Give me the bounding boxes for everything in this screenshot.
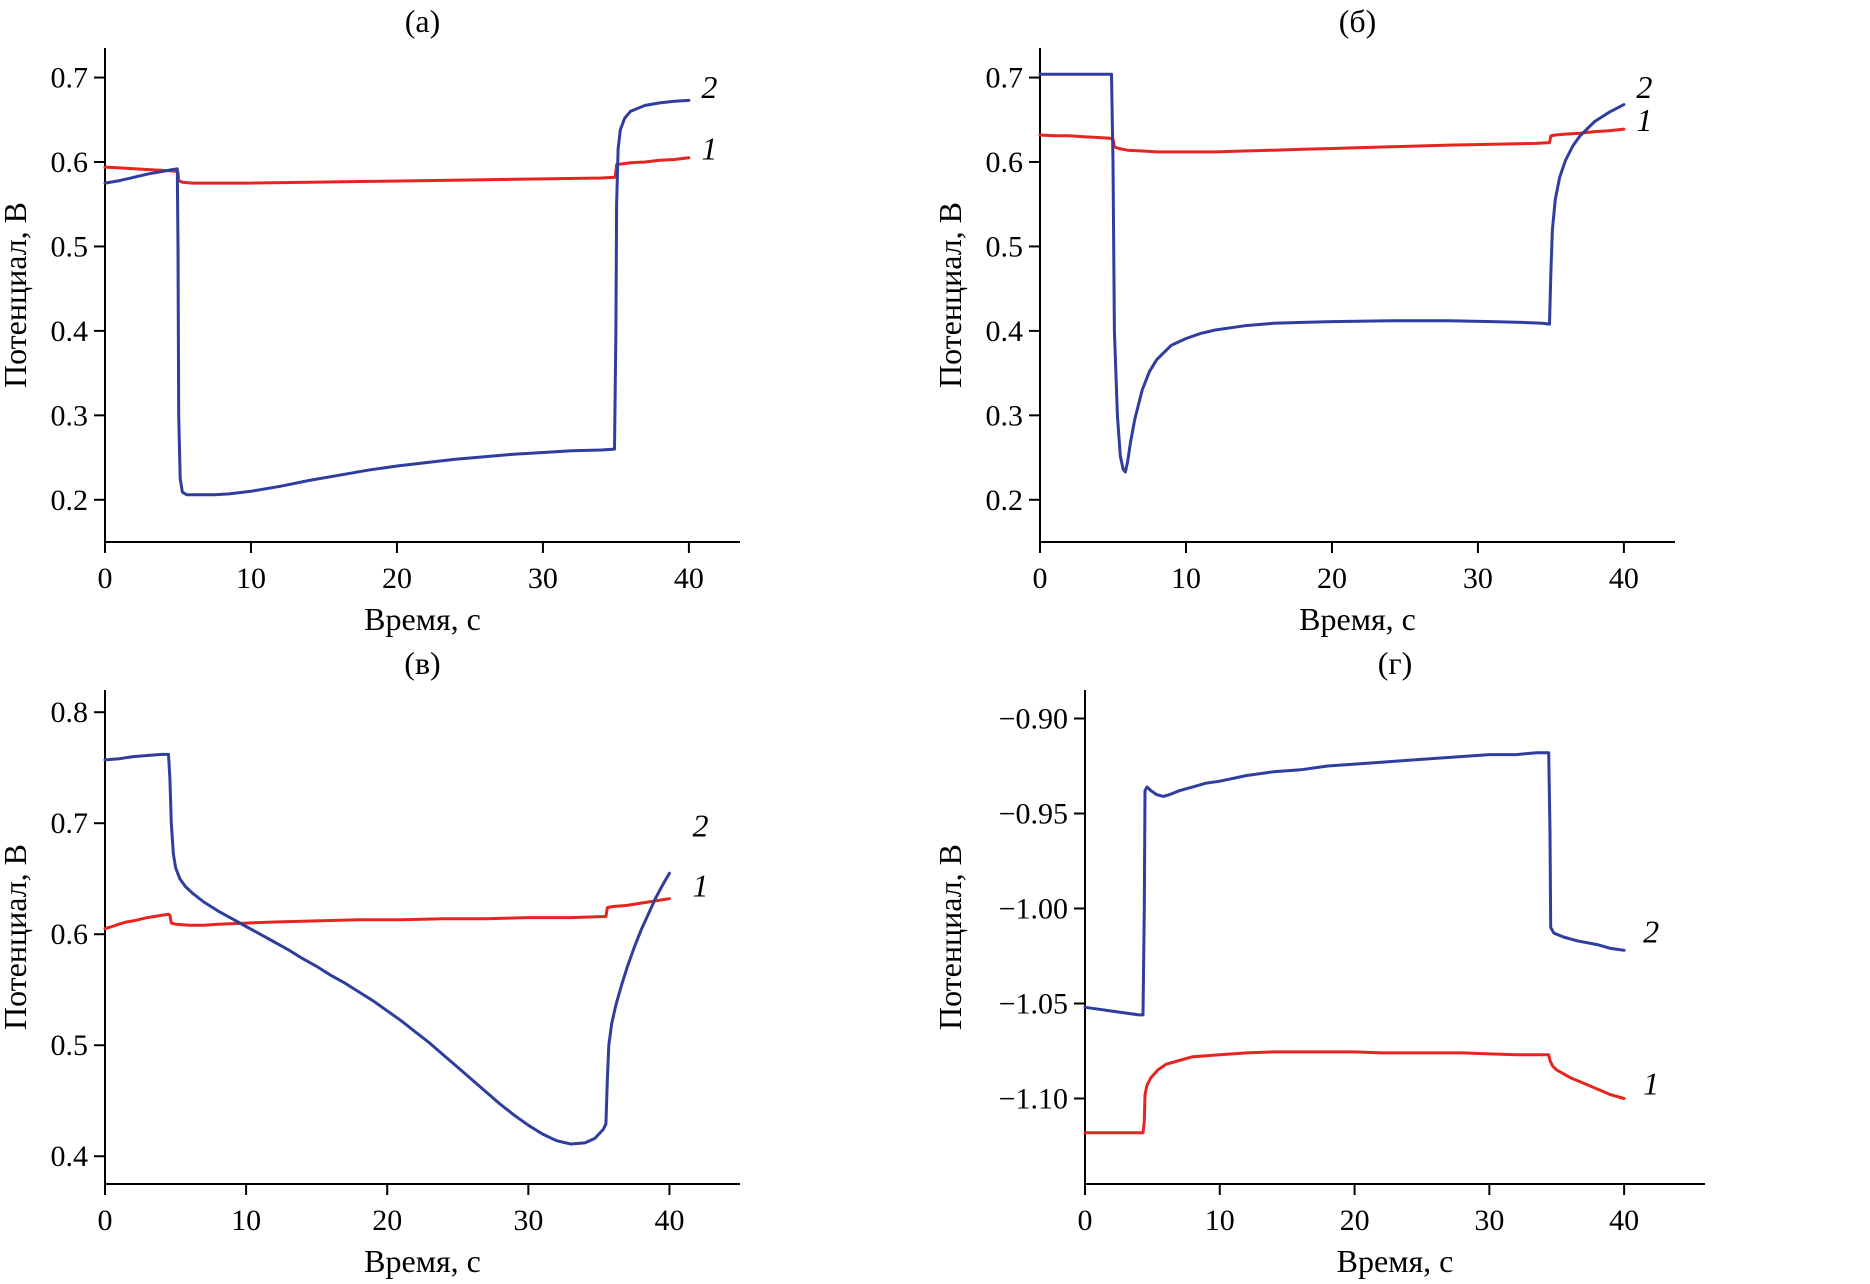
y-axis-label: Потенциал, В: [935, 202, 968, 388]
y-axis-label: Потенциал, В: [0, 202, 33, 388]
y-tick-label: 0.5: [51, 230, 89, 263]
y-tick-label: 0.7: [51, 62, 89, 95]
curve-label-2: 2: [1643, 914, 1659, 950]
x-tick-label: 20: [1317, 562, 1347, 595]
curve-1: [1083, 1050, 1626, 1135]
curve-label-1: 1: [701, 130, 717, 166]
curve-label-1: 1: [1643, 1066, 1659, 1102]
curve-2: [103, 98, 691, 497]
panel-b: 0 10 20 30 40 0.2 0.3 0.4 0.5 0.6 0.7 (б) Время, с По…: [935, 0, 1870, 642]
x-axis-label: Время, с: [1337, 1243, 1454, 1279]
x-tick-label: 30: [1474, 1204, 1504, 1237]
x-tick-label: 10: [1205, 1204, 1235, 1237]
y-tick-label: 0.2: [51, 484, 89, 517]
x-tick-label: 20: [372, 1204, 402, 1237]
x-tick-label: 0: [98, 562, 113, 595]
y-axis-label: Потенциал, В: [935, 844, 968, 1030]
x-axis-label: Время, с: [364, 601, 481, 637]
curve-label-2: 2: [1636, 69, 1652, 105]
y-tick-label: 0.2: [986, 484, 1024, 517]
x-tick-label: 30: [528, 562, 558, 595]
y-tick-label: 0.6: [986, 146, 1024, 179]
y-tick-label: 0.4: [51, 1140, 89, 1173]
x-tick-label: 40: [654, 1204, 684, 1237]
chart-g: 0 10 20 30 40 −0.90 −0.95 −1.00 −1.05 −1.10 (г) Вре…: [935, 645, 1705, 1279]
x-tick-label: 10: [231, 1204, 261, 1237]
curve-label-1: 1: [1636, 102, 1652, 138]
y-tick-label: 0.4: [51, 315, 89, 348]
y-tick-label: 0.6: [51, 918, 89, 951]
x-tick-label: 40: [674, 562, 704, 595]
y-axis-label: Потенциал, В: [0, 844, 33, 1030]
y-tick-label: 0.7: [51, 807, 89, 840]
x-tick-label: 10: [1171, 562, 1201, 595]
panel-title: (в): [404, 645, 440, 681]
y-tick-label: −1.05: [999, 988, 1068, 1021]
curve-2: [1038, 72, 1626, 474]
y-tick-label: 0.8: [51, 696, 89, 729]
y-tick-label: −0.95: [999, 798, 1068, 831]
curve-1: [103, 156, 691, 185]
y-tick-label: 0.5: [51, 1029, 89, 1062]
x-tick-label: 20: [382, 562, 412, 595]
panel-title: (г): [1378, 645, 1412, 681]
y-tick-label: 0.6: [51, 146, 89, 179]
curve-2: [1083, 751, 1626, 1017]
curve-label-1: 1: [692, 867, 708, 903]
x-tick-label: 20: [1340, 1204, 1370, 1237]
x-tick-label: 40: [1609, 1204, 1639, 1237]
chart-b: 0 10 20 30 40 0.2 0.3 0.4 0.5 0.6 0.7 (б) Время, с По…: [935, 3, 1675, 637]
y-tick-label: 0.5: [986, 230, 1024, 263]
panel-g: 0 10 20 30 40 −0.90 −0.95 −1.00 −1.05 −1.10 (г) Вре…: [935, 642, 1870, 1284]
x-tick-label: 30: [513, 1204, 543, 1237]
x-tick-label: 0: [98, 1204, 113, 1237]
curve-1: [1038, 127, 1626, 154]
curve-1: [103, 897, 671, 931]
y-tick-label: −1.00: [999, 893, 1068, 926]
x-tick-label: 40: [1609, 562, 1639, 595]
panel-v: 0 10 20 30 40 0.4 0.5 0.6 0.7 0.8 (в) Время, с Потен…: [0, 642, 935, 1284]
y-tick-label: 0.3: [986, 399, 1024, 432]
y-tick-label: 0.4: [986, 315, 1024, 348]
x-tick-label: 30: [1463, 562, 1493, 595]
y-tick-label: −0.90: [999, 703, 1068, 736]
chart-a: 0 10 20 30 40 0.2 0.3 0.4 0.5 0.6 0.7 (а) Время, с По…: [0, 3, 740, 637]
y-tick-label: 0.3: [51, 399, 89, 432]
x-tick-label: 0: [1078, 1204, 1093, 1237]
x-tick-label: 10: [236, 562, 266, 595]
panel-title: (а): [405, 3, 441, 39]
curve-label-2: 2: [692, 808, 708, 844]
curve-label-2: 2: [701, 69, 717, 105]
curve-2: [103, 752, 671, 1146]
panel-a: 0 10 20 30 40 0.2 0.3 0.4 0.5 0.6 0.7 (а) Время, с По…: [0, 0, 935, 642]
x-tick-label: 0: [1033, 562, 1048, 595]
panel-title: (б): [1339, 3, 1377, 39]
x-axis-label: Время, с: [1299, 601, 1416, 637]
x-axis-label: Время, с: [364, 1243, 481, 1279]
y-tick-label: −1.10: [999, 1083, 1068, 1116]
chart-v: 0 10 20 30 40 0.4 0.5 0.6 0.7 0.8 (в) Время, с Потен…: [0, 645, 740, 1279]
y-tick-label: 0.7: [986, 62, 1024, 95]
